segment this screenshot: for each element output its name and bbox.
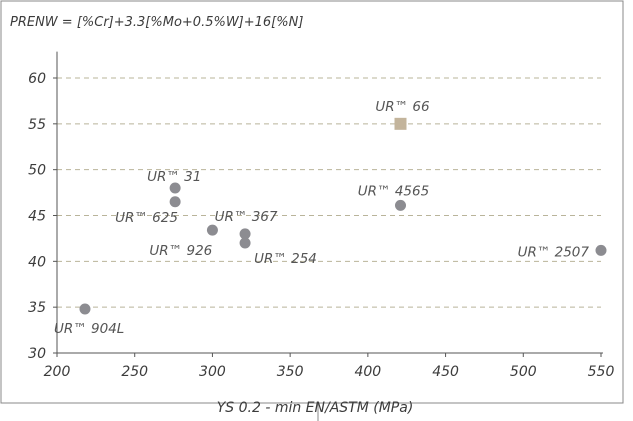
point-ur-66 xyxy=(394,117,407,130)
y-tick-label-40: 40 xyxy=(28,254,46,270)
y-tick-label-50: 50 xyxy=(28,163,46,179)
y-tick-label-35: 35 xyxy=(28,300,46,316)
point-label-ur-367: UR™ 367 xyxy=(215,209,278,225)
chart-title: PRENW = [%Cr]+3.3[%Mo+0.5%W]+16[%N] xyxy=(10,15,303,30)
point-ur-625 xyxy=(169,196,181,208)
point-ur-367 xyxy=(239,228,251,240)
x-tick-label-350: 350 xyxy=(277,364,304,380)
point-label-ur-904l: UR™ 904L xyxy=(54,321,124,337)
point-ur-926 xyxy=(206,224,218,236)
x-tick-label-500: 500 xyxy=(510,364,537,380)
x-tick-label-250: 250 xyxy=(121,364,148,380)
y-tick-label-60: 60 xyxy=(28,71,46,87)
x-tick-label-550: 550 xyxy=(588,364,615,380)
chart-border xyxy=(0,0,624,404)
point-ur-31 xyxy=(169,182,181,194)
point-label-ur-254: UR™ 254 xyxy=(254,251,317,267)
point-label-ur-926: UR™ 926 xyxy=(149,243,212,259)
point-ur-254 xyxy=(239,237,251,249)
point-label-ur-31: UR™ 31 xyxy=(147,169,201,185)
y-tick-label-30: 30 xyxy=(28,346,46,362)
point-labels: UR™ 904L UR™ 625 UR™ 31 UR™ 926 UR™ 367 UR™ 2… xyxy=(54,99,589,337)
x-tick-label-200: 200 xyxy=(44,364,71,380)
x-axis-label: YS 0.2 - min EN/ASTM (MPa) xyxy=(217,400,414,416)
point-ur-4565 xyxy=(394,199,406,211)
point-ur-904l xyxy=(79,303,91,315)
point-label-ur-2507: UR™ 2507 xyxy=(518,244,590,260)
point-label-ur-66: UR™ 66 xyxy=(375,99,429,115)
x-tick-label-400: 400 xyxy=(354,364,381,380)
axes xyxy=(53,51,603,357)
point-label-ur-625: UR™ 625 xyxy=(115,210,178,226)
point-ur-2507 xyxy=(595,244,607,256)
point-label-ur-4565: UR™ 4565 xyxy=(358,183,429,199)
x-tick-label-450: 450 xyxy=(432,364,459,380)
tick-labels: 30 35 40 45 50 55 60 200 250 300 350 400 450 500 550 xyxy=(28,71,614,380)
x-tick-label-300: 300 xyxy=(199,364,226,380)
y-tick-label-55: 55 xyxy=(28,117,46,133)
y-tick-label-45: 45 xyxy=(28,209,46,225)
grid-lines xyxy=(57,77,601,308)
scatter-points xyxy=(79,117,607,315)
